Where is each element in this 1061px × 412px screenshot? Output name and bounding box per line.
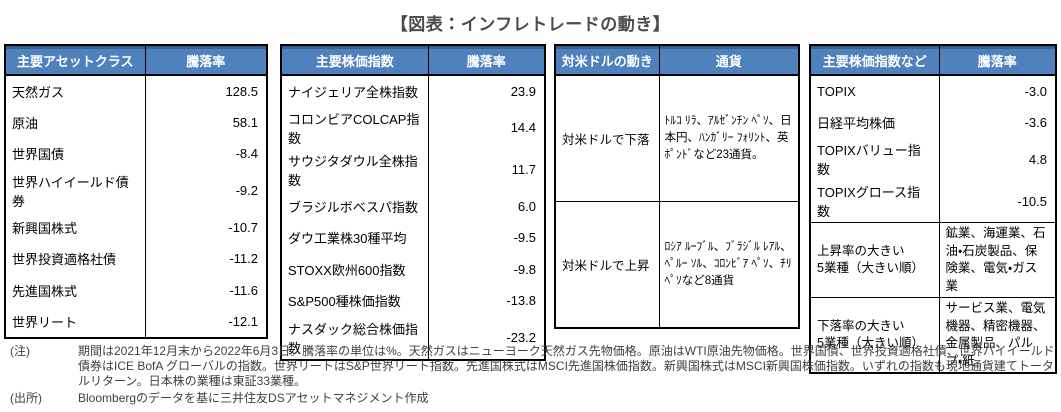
table-row: 先進国株式 -11.6 [4,274,268,306]
column-header: 主要株価指数など [809,44,940,76]
row-label-cell: コロンビアCOLCAP指数 [280,106,429,149]
source-row: (出所) Bloombergのデータを基に三井住友DSアセットマネジメント作成 [10,391,1058,406]
row-label-cell: 天然ガス [4,75,146,107]
row-value-cell: -9.8 [427,253,546,285]
row-value-cell: -9.2 [144,169,268,212]
row-label-cell: TOPIX [809,75,940,107]
row-value-cell: 6.0 [427,190,546,222]
table-row: 世界リート -12.1 [4,306,268,338]
table-header-row: 主要株価指数 騰落率 [280,44,546,76]
row-value-cell: -11.2 [144,243,268,275]
table-row: 新興国株式 -10.7 [4,211,268,243]
table-row: 上昇率の大きい 5業種（大きい順） 鉱業、海運業、石油・石炭製品、保険業、電気・ガ… [809,222,1057,298]
row-label-cell: 先進国株式 [4,274,146,306]
row-value-cell: -10.7 [144,211,268,243]
table-row: 世界投資適格社債 -11.2 [4,243,268,275]
table-row: TOPIXグロース指数 -10.5 [809,180,1057,223]
note-row: (注) 期間は2021年12月末から2022年6月3日。騰落率の単位は%。天然ガ… [10,344,1058,389]
table-row: 日経平均株価 -3.6 [809,106,1057,138]
table-row: コロンビアCOLCAP指数 14.4 [280,106,546,149]
row-value-cell: ﾄﾙｺ ﾘﾗ、ｱﾙｾﾞﾝﾁﾝ ﾍﾟｿ、日本円、ﾊﾝｶﾞﾘｰ ﾌｫﾘﾝﾄ、英ﾎﾟﾝ… [658,75,800,202]
row-label-cell: 世界国債 [4,138,146,170]
row-value-cell: -13.8 [427,285,546,317]
note-label: (注) [10,344,30,358]
table-row: STOXX欧州600指数 -9.8 [280,253,546,285]
column-header: 騰落率 [427,44,546,76]
row-label-cell: S&P500種株価指数 [280,285,429,317]
row-label-cell: 世界リート [4,306,146,338]
row-label-cell: 原油 [4,106,146,138]
row-label-cell: TOPIXグロース指数 [809,180,940,223]
row-label-cell: ナイジェリア全株指数 [280,75,429,107]
row-value-cell: 128.5 [144,75,268,107]
table-row: ナスダック総合株価指数 -23.2 [280,316,546,360]
row-value-cell: ﾛｼｱ ﾙｰﾌﾞﾙ、ﾌﾞﾗｼﾞﾙ ﾚｱﾙ、ﾍﾟﾙｰ ｿﾙ、ｺﾛﾝﾋﾞｱ ﾍﾟｿ、… [658,201,800,328]
table-row: ナイジェリア全株指数 23.9 [280,75,546,107]
row-label-cell: STOXX欧州600指数 [280,253,429,285]
table-row: 対米ドルで下落 ﾄﾙｺ ﾘﾗ、ｱﾙｾﾞﾝﾁﾝ ﾍﾟｿ、日本円、ﾊﾝｶﾞﾘｰ ﾌｫﾘ… [554,75,800,202]
row-label-cell: 新興国株式 [4,211,146,243]
stock-index-table: 主要株価指数 騰落率 ナイジェリア全株指数 23.9 コロンビアCOLCAP指数 14.4… [280,44,546,361]
note-text: 期間は2021年12月末から2022年6月3日。騰落率の単位は%。天然ガスはニュ… [78,344,1055,388]
row-value-cell: -9.5 [427,222,546,254]
row-label-cell: 下落率の大きい 5業種（大きい順） [809,297,940,373]
table-row: TOPIXバリュー指数 4.8 [809,138,1057,180]
row-label-cell: 対米ドルで下落 [554,75,660,202]
japan-index-table: 主要株価指数など 騰落率 TOPIX -3.0 日経平均株価 -3.6 TOPIXバリュー指… [809,44,1057,374]
row-value-cell: -3.0 [938,75,1057,107]
table-row: TOPIX -3.0 [809,75,1057,107]
table-row: 原油 58.1 [4,106,268,138]
page-title: 【図表：インフレトレードの動き】 [390,15,671,34]
table-header-row: 主要株価指数など 騰落率 [809,44,1057,76]
row-label-cell: 対米ドルで上昇 [554,201,660,328]
row-value-cell: 58.1 [144,106,268,138]
row-value-cell: 4.8 [938,138,1057,180]
table-row: 下落率の大きい 5業種（大きい順） サービス業、電気機器、精密機器、金属製品、パル… [809,297,1057,373]
table-row: 天然ガス 128.5 [4,75,268,107]
table-row: ダウ工業株30種平均 -9.5 [280,222,546,254]
table-header-row: 主要アセットクラス 騰落率 [4,44,268,76]
table-row: 世界ハイイールド債券 -9.2 [4,169,268,212]
row-value-cell: 11.7 [427,148,546,191]
row-label-cell: 日経平均株価 [809,106,940,138]
footnotes: (注) 期間は2021年12月末から2022年6月3日。騰落率の単位は%。天然ガ… [10,344,1058,406]
row-value-cell: -12.1 [144,306,268,338]
row-value-cell: 14.4 [427,106,546,149]
source-text: Bloombergのデータを基に三井住友DSアセットマネジメント作成 [78,391,429,405]
row-value-cell: -23.2 [427,316,546,360]
source-label: (出所) [10,391,42,405]
column-header: 騰落率 [144,44,268,76]
row-label-cell: サウジタダウル全株指数 [280,148,429,191]
currency-table: 対米ドルの動き 通貨 対米ドルで下落 ﾄﾙｺ ﾘﾗ、ｱﾙｾﾞﾝﾁﾝ ﾍﾟｿ、日本円、ﾊ… [554,44,800,329]
column-header: 主要株価指数 [280,44,429,76]
table-row: ブラジルボベスパ指数 6.0 [280,190,546,222]
column-header: 主要アセットクラス [4,44,146,76]
table-row: 世界国債 -8.4 [4,138,268,170]
column-header: 騰落率 [938,44,1057,76]
row-label-cell: TOPIXバリュー指数 [809,138,940,180]
row-label-cell: 上昇率の大きい 5業種（大きい順） [809,222,940,298]
table-header-row: 対米ドルの動き 通貨 [554,44,800,76]
row-label-cell: 世界投資適格社債 [4,243,146,275]
column-header: 通貨 [658,44,800,76]
row-value-cell: -8.4 [144,138,268,170]
table-row: S&P500種株価指数 -13.8 [280,285,546,317]
table-row: 対米ドルで上昇 ﾛｼｱ ﾙｰﾌﾞﾙ、ﾌﾞﾗｼﾞﾙ ﾚｱﾙ、ﾍﾟﾙｰ ｿﾙ、ｺﾛﾝﾋ… [554,201,800,328]
row-value-cell: 23.9 [427,75,546,107]
row-value-cell: -10.5 [938,180,1057,223]
row-label-cell: ダウ工業株30種平均 [280,222,429,254]
row-value-cell: -11.6 [144,274,268,306]
column-header: 対米ドルの動き [554,44,660,76]
row-label-cell: ブラジルボベスパ指数 [280,190,429,222]
row-label-cell: 世界ハイイールド債券 [4,169,146,212]
asset-class-table: 主要アセットクラス 騰落率 天然ガス 128.5 原油 58.1 世界国債 -8.4 世界ハイイ… [4,44,268,339]
row-value-cell: サービス業、電気機器、精密機器、金属製品、パルプ・紙 [938,297,1057,373]
row-value-cell: 鉱業、海運業、石油・石炭製品、保険業、電気・ガス業 [938,222,1057,298]
table-row: サウジタダウル全株指数 11.7 [280,148,546,191]
row-value-cell: -3.6 [938,106,1057,138]
row-label-cell: ナスダック総合株価指数 [280,316,429,360]
